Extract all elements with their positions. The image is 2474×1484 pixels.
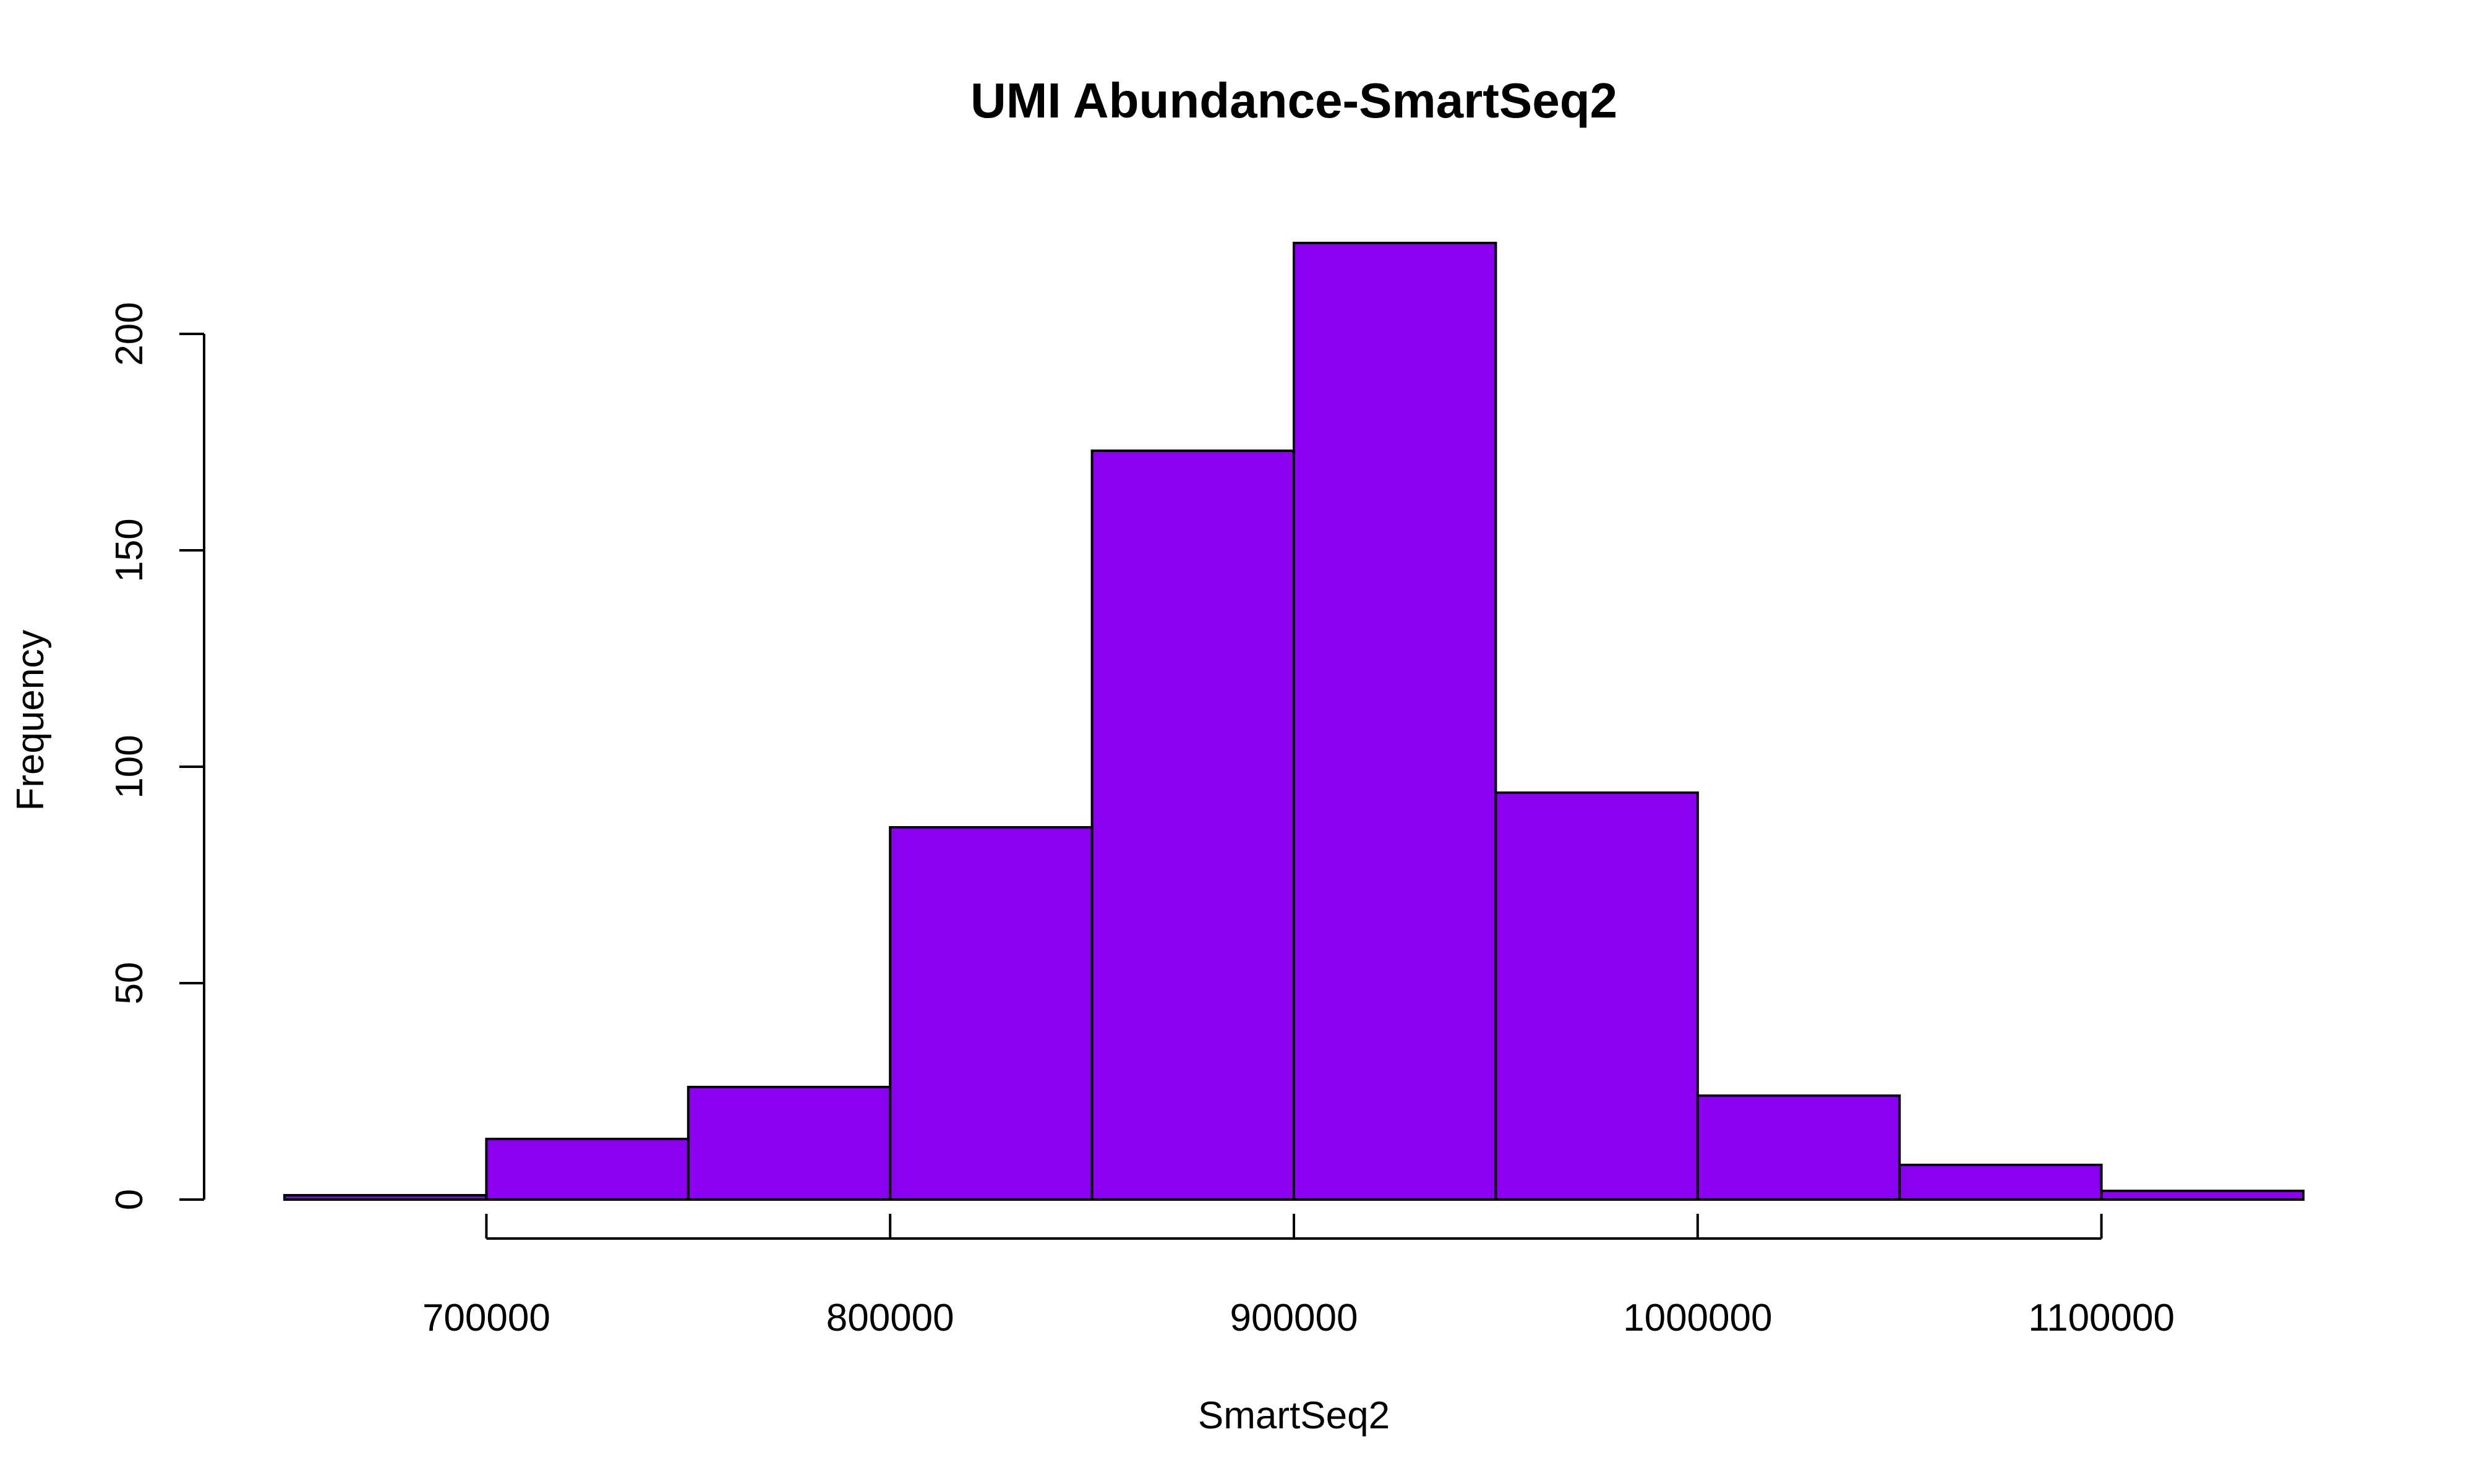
x-axis-label: SmartSeq2 xyxy=(1198,1394,1390,1437)
histogram-bar xyxy=(1898,1164,2103,1201)
histogram-bar xyxy=(1696,1094,1901,1201)
y-tick-label: 150 xyxy=(108,518,151,582)
y-tick-label: 50 xyxy=(108,962,151,1005)
y-axis-label: Frequency xyxy=(9,630,52,811)
x-tick-label: 900000 xyxy=(1230,1297,1358,1339)
x-tick-label: 700000 xyxy=(422,1297,550,1339)
x-tick-label: 800000 xyxy=(826,1297,954,1339)
histogram-bar xyxy=(889,826,1094,1201)
histogram-bar xyxy=(485,1138,690,1201)
x-tick-label: 1000000 xyxy=(1623,1297,1772,1339)
histogram-bar xyxy=(1494,791,1699,1201)
x-axis: 700000 800000 900000 1000000 1100000 xyxy=(422,1214,2175,1339)
chart-title: UMI Abundance-SmartSeq2 xyxy=(970,73,1617,128)
histogram-bar xyxy=(1090,450,1295,1201)
y-tick-label: 200 xyxy=(108,302,151,365)
histogram-bar xyxy=(1293,242,1497,1201)
y-tick-label: 100 xyxy=(108,735,151,798)
y-axis: 0 50 100 150 200 xyxy=(108,302,205,1210)
histogram-bar xyxy=(283,1194,488,1201)
x-tick-label: 1100000 xyxy=(2028,1297,2175,1339)
bars-group xyxy=(283,242,2305,1201)
histogram-bar xyxy=(687,1086,892,1201)
histogram-bar xyxy=(2100,1190,2305,1201)
y-tick-label: 0 xyxy=(108,1189,151,1210)
